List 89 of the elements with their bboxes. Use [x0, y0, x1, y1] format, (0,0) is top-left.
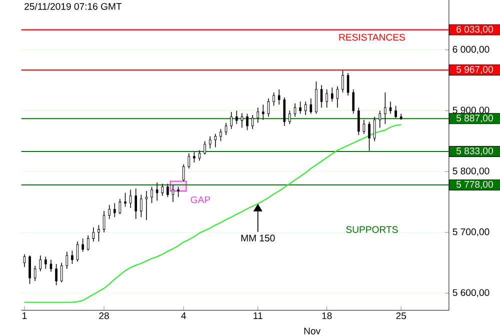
candlestick: [262, 104, 264, 120]
candlestick: [50, 259, 52, 272]
candlestick: [193, 152, 196, 163]
candlestick: [362, 119, 366, 134]
band-label: GAP: [190, 196, 210, 204]
y-tick-label: 5 600,00: [452, 289, 490, 298]
candlestick: [304, 101, 307, 116]
candlestick: [368, 121, 370, 152]
candlestick: [272, 92, 275, 106]
candlestick: [60, 262, 63, 283]
candlestick: [55, 264, 58, 286]
candlestick: [315, 81, 318, 114]
x-tick-label: 11: [254, 312, 262, 319]
y-tick-label: 5 700,00: [452, 228, 490, 236]
candlestick: [246, 113, 248, 131]
candlestick: [39, 255, 42, 272]
candlestick: [82, 238, 84, 252]
candlestick: [108, 204, 110, 220]
candlestick: [86, 234, 90, 251]
annotation: 25/11/2019 07:16 GMT: [24, 2, 122, 10]
ref-line-label: 5 967,00: [456, 66, 493, 74]
candlestick: [299, 101, 302, 114]
x-axis-title: Nov: [304, 328, 321, 334]
y-tick-label: 5 800,00: [452, 168, 490, 176]
candlestick: [198, 150, 201, 161]
candlestick: [310, 98, 312, 114]
candlestick: [118, 198, 122, 214]
candlestick: [124, 192, 126, 208]
annotation: RESISTANCES: [339, 34, 405, 41]
candlestick: [92, 227, 95, 242]
candlestick: [150, 186, 153, 204]
candlestick: [166, 183, 169, 198]
candlestick: [336, 86, 339, 108]
candlestick: [28, 255, 31, 284]
candlestick: [288, 110, 291, 124]
candlestick: [240, 112, 244, 128]
candlestick: [23, 254, 26, 268]
ref-line-label: 5 778,00: [456, 180, 493, 189]
candlestick: [34, 265, 36, 282]
annotation: SUPPORTS: [346, 226, 398, 233]
x-tick-label: 25: [396, 312, 406, 320]
candlestick: [230, 111, 233, 130]
candlestick: [236, 110, 238, 124]
ref-line-label: 5 887,00: [456, 114, 493, 123]
candlestick: [373, 116, 376, 142]
candlestick: [129, 189, 132, 208]
annotation: MM 150: [241, 234, 275, 242]
candlestick: [145, 190, 148, 221]
candlestick: [172, 184, 174, 202]
candlestick: [204, 140, 206, 155]
y-tick-label: 6 000,00: [452, 46, 490, 54]
candlestick: [220, 128, 222, 142]
candlestick: [98, 224, 100, 242]
x-tick-label: 18: [322, 312, 332, 320]
candlestick: [394, 105, 397, 118]
y-tick-label: 5 900,00: [452, 106, 490, 115]
candlestick: [358, 107, 360, 136]
candlestick: [256, 107, 260, 124]
candlestick: [283, 96, 286, 126]
candlestick: [182, 164, 185, 182]
candlestick: [134, 188, 138, 220]
candlestick: [188, 152, 190, 169]
candlestick: [140, 194, 142, 218]
candlestick: [342, 70, 344, 93]
candlestick: [224, 122, 228, 136]
x-tick-label: 4: [181, 312, 186, 319]
ref-line-label: 6 033,00: [456, 26, 493, 34]
x-tick-label: 1: [22, 312, 27, 319]
candlestick: [161, 183, 164, 196]
ref-line-label: 5 833,00: [456, 147, 493, 156]
candlestick: [113, 202, 116, 218]
candlestick: [44, 256, 47, 270]
candlestick: [71, 250, 74, 264]
candlestick: [326, 88, 328, 108]
candlestick: [66, 251, 68, 270]
candlestick: [177, 186, 180, 198]
x-tick-label: 28: [99, 312, 109, 320]
candlestick: [214, 133, 217, 148]
candlestick: [102, 210, 106, 233]
candlestick: [156, 182, 158, 202]
candlestick: [320, 84, 323, 108]
candlestick: [378, 110, 382, 128]
candlestick: [208, 136, 212, 149]
candlestick: [330, 87, 334, 102]
candlestick: [384, 92, 386, 124]
candlestick: [352, 88, 355, 114]
candlestick: [278, 88, 280, 105]
candlestick: [251, 114, 254, 130]
candlestick: [346, 72, 350, 96]
